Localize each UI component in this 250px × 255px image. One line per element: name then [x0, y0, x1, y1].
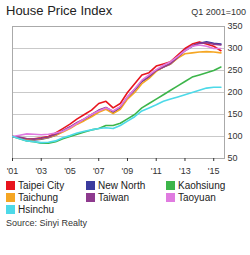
html-text:House Price Index: House Price Index — [6, 3, 113, 18]
svg-text:'15: '15 — [208, 166, 220, 176]
html-text:Taichung: Taichung — [18, 192, 58, 203]
html-text:Source: Sinyi Realty: Source: Sinyi Realty — [6, 218, 87, 228]
html-text:Taiwan: Taiwan — [98, 192, 130, 203]
html-text:Kaohsiung: Kaohsiung — [178, 180, 226, 191]
svg-text:'07: '07 — [93, 166, 105, 176]
svg-text:'11: '11 — [151, 166, 162, 176]
svg-text:200: 200 — [228, 87, 243, 97]
svg-text:250: 250 — [228, 65, 243, 75]
html-text:Taoyuan: Taoyuan — [178, 192, 216, 203]
svg-text:300: 300 — [228, 43, 243, 53]
html-text:Q1 2001=100: Q1 2001=100 — [191, 7, 246, 17]
svg-text:100: 100 — [228, 131, 243, 141]
svg-text:350: 350 — [228, 21, 243, 31]
svg-text:'01: '01 — [7, 166, 19, 176]
html-text:New North: New North — [98, 180, 146, 191]
svg-text:'09: '09 — [122, 166, 134, 176]
svg-text:50: 50 — [228, 153, 238, 163]
svg-text:'05: '05 — [64, 166, 76, 176]
svg-text:'13: '13 — [179, 166, 191, 176]
html-text:Taipei City: Taipei City — [18, 180, 65, 191]
svg-text:150: 150 — [228, 109, 243, 119]
svg-text:'03: '03 — [35, 166, 47, 176]
html-text:Hsinchu: Hsinchu — [18, 204, 55, 215]
